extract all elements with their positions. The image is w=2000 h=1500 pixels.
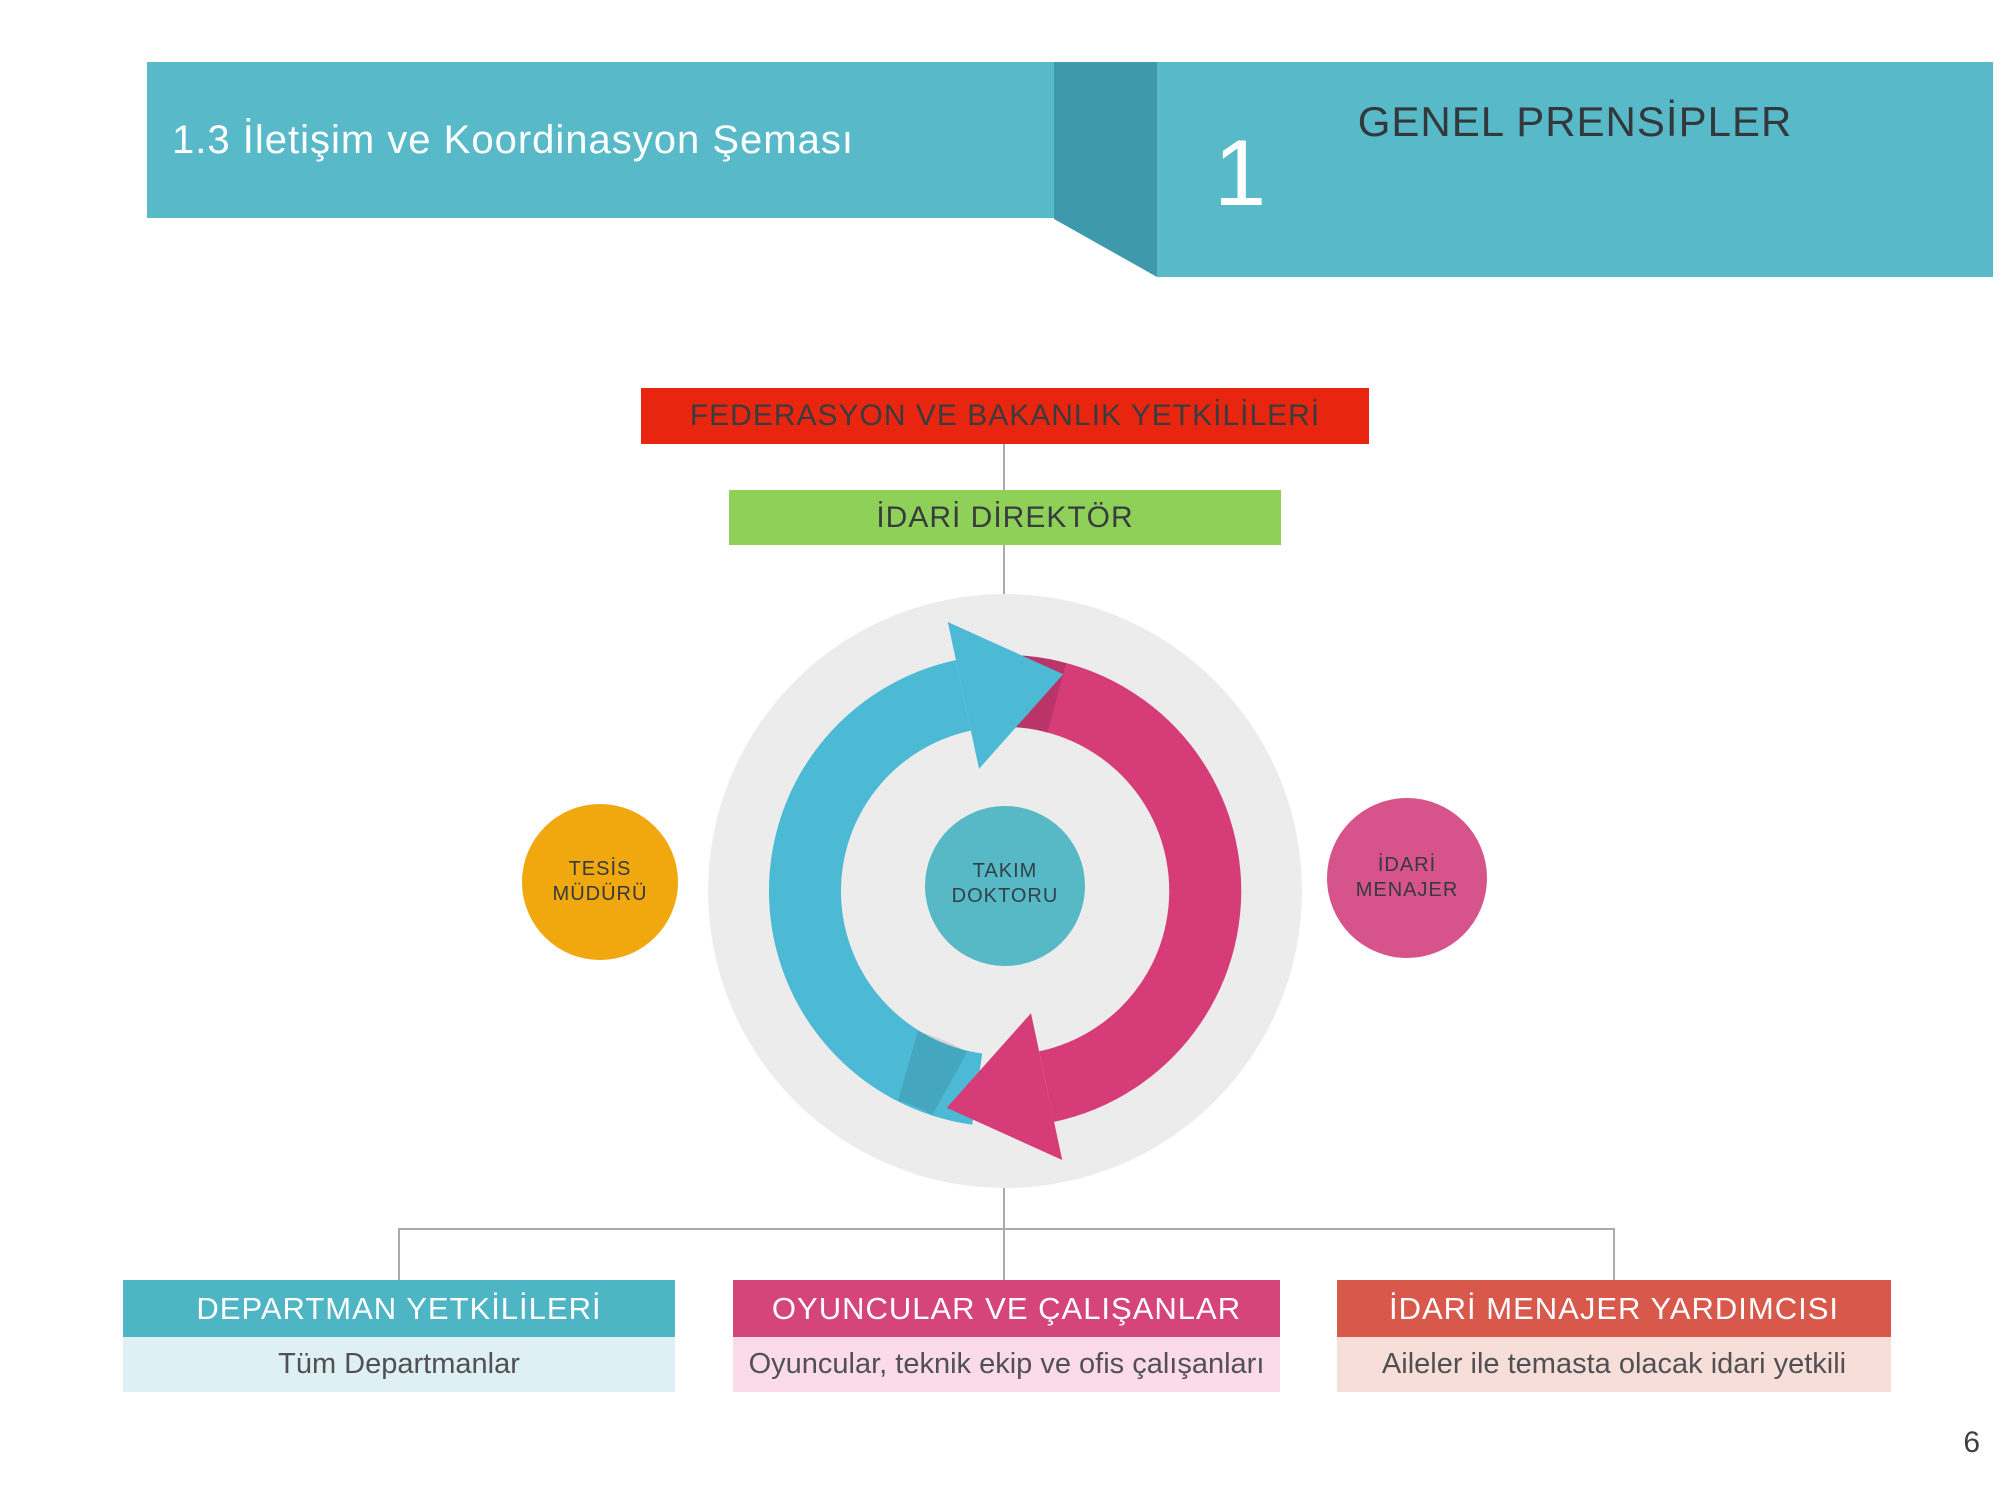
section-tab-fold <box>1054 62 1157 277</box>
bottom-box-body: Oyuncular, teknik ekip ve ofis çalışanla… <box>733 1337 1280 1392</box>
bottom-box-header: DEPARTMAN YETKİLİLERİ <box>123 1280 675 1337</box>
admin-manager-line2: MENAJER <box>1355 879 1459 901</box>
bottom-box-players: OYUNCULAR VE ÇALIŞANLAR Oyuncular, tekni… <box>733 1280 1280 1392</box>
cycle-cyan-arc <box>769 660 983 1125</box>
level1-label: FEDERASYON VE BAKANLIK YETKİLİLERİ <box>689 399 1321 432</box>
level2-label: İDARİ DİREKTÖR <box>876 500 1134 534</box>
center-circle-label: TAKIM DOKTORU <box>905 852 1105 916</box>
bottom-box-subtitle: Oyuncular, teknik ekip ve ofis çalışanla… <box>748 1348 1265 1380</box>
facility-manager-circle: TESİS MÜDÜRÜ <box>522 804 678 960</box>
facility-manager-line1: TESİS <box>568 858 632 880</box>
connector-drop-left <box>398 1228 400 1280</box>
section-name: GENEL PRENSİPLER <box>1357 98 1793 145</box>
bottom-box-header: İDARİ MENAJER YARDIMCISI <box>1337 1280 1891 1337</box>
bottom-box-title: DEPARTMAN YETKİLİLERİ <box>196 1290 602 1326</box>
bottom-box-body: Aileler ile temasta olacak idari yetkili <box>1337 1337 1891 1392</box>
bottom-box-header: OYUNCULAR VE ÇALIŞANLAR <box>733 1280 1280 1337</box>
title-band: 1.3 İletişim ve Koordinasyon Şeması <box>147 62 1054 218</box>
section-band <box>1157 62 1993 277</box>
level1-banner: FEDERASYON VE BAKANLIK YETKİLİLERİ <box>641 388 1369 444</box>
connector-horizontal <box>398 1228 1615 1230</box>
center-circle <box>925 806 1085 966</box>
cycle-pink-arc <box>972 654 1242 1122</box>
section-number: 1 <box>1213 120 1267 225</box>
level2-banner: İDARİ DİREKTÖR <box>729 490 1281 545</box>
bottom-box-title: OYUNCULAR VE ÇALIŞANLAR <box>771 1290 1242 1326</box>
cycle-pink-arrow-icon <box>946 1013 1063 1160</box>
center-circle-line1: TAKIM <box>972 860 1038 882</box>
bottom-box-subtitle: Aileler ile temasta olacak idari yetkili <box>1381 1348 1847 1380</box>
bottom-box-body: Tüm Departmanlar <box>123 1337 675 1392</box>
bottom-box-assistant-manager: İDARİ MENAJER YARDIMCISI Aileler ile tem… <box>1337 1280 1891 1392</box>
admin-manager-circle: İDARİ MENAJER <box>1327 798 1487 958</box>
bottom-box-departments: DEPARTMAN YETKİLİLERİ Tüm Departmanlar <box>123 1280 675 1392</box>
center-circle-line2: DOKTORU <box>951 885 1059 907</box>
cycle-diagram <box>708 594 1302 1188</box>
bottom-box-title: İDARİ MENAJER YARDIMCISI <box>1388 1290 1840 1326</box>
facility-manager-line2: MÜDÜRÜ <box>552 883 648 905</box>
page-title: 1.3 İletişim ve Koordinasyon Şeması <box>172 117 854 162</box>
cycle-cyan-shadow <box>897 1031 968 1116</box>
cycle-cyan-arrow-icon <box>947 622 1064 769</box>
admin-manager-line1: İDARİ <box>1377 854 1437 876</box>
connector-drop-right <box>1613 1228 1615 1280</box>
page-number: 6 <box>1963 1426 1980 1459</box>
bottom-box-subtitle: Tüm Departmanlar <box>278 1348 520 1380</box>
